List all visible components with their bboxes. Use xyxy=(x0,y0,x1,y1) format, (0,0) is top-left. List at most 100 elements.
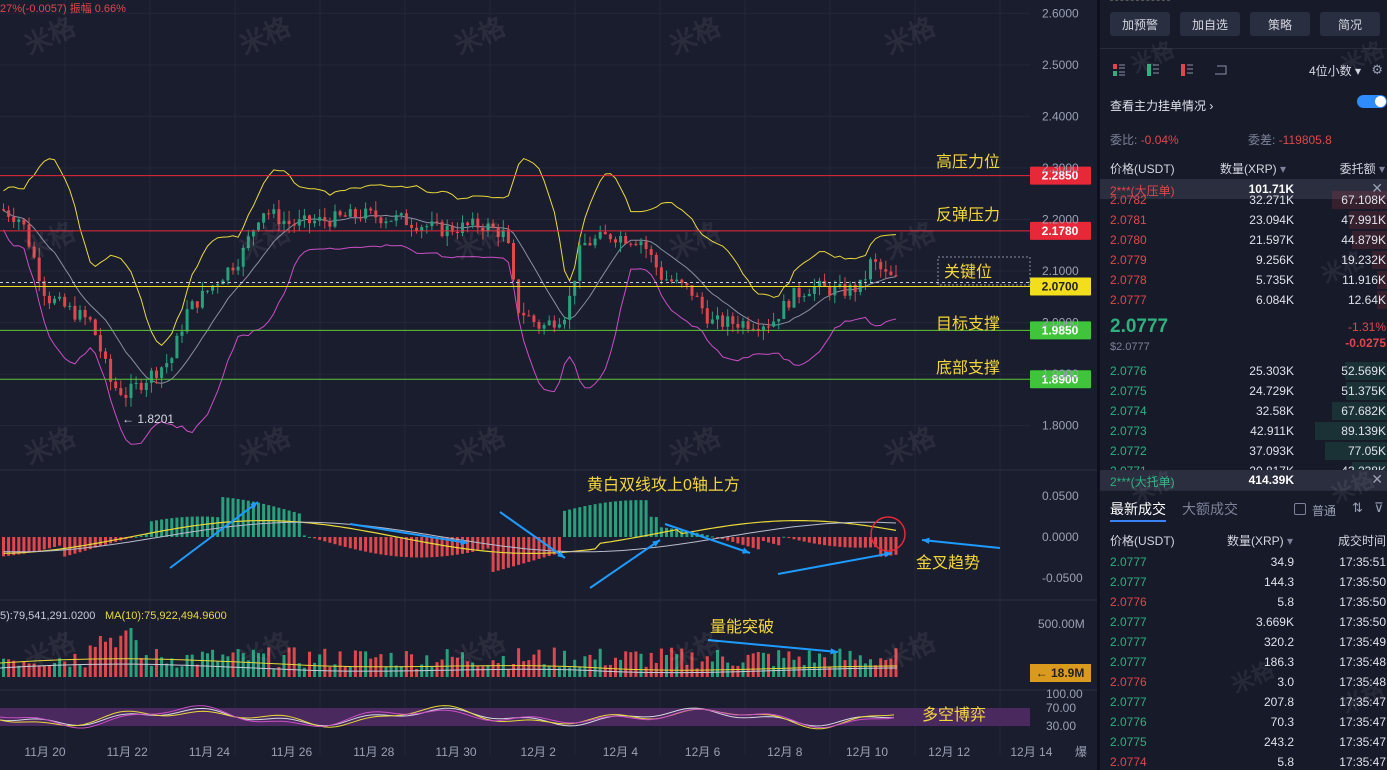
volume-bar xyxy=(828,666,832,677)
trade-row[interactable]: 2.0777 3.669K 17:35:50 xyxy=(1100,612,1387,632)
bid-row[interactable]: 2.0776 25.303K 52.569K xyxy=(1100,361,1387,381)
ask-row[interactable]: 2.0780 21.597K 44.879K xyxy=(1100,230,1387,250)
trade-row[interactable]: 2.0774 5.8 17:35:47 xyxy=(1100,752,1387,770)
trade-row[interactable]: 2.0777 186.3 17:35:48 xyxy=(1100,652,1387,672)
settings-icon[interactable]: ⚙ xyxy=(1371,62,1383,77)
volume-bar xyxy=(353,650,357,677)
ask-qty: 5.735K xyxy=(1255,273,1294,287)
bid-total: 77.05K xyxy=(1347,444,1386,458)
volume-bar xyxy=(323,648,327,677)
orderbook-trades-icon[interactable] xyxy=(1214,63,1228,77)
volume-bar xyxy=(573,659,577,677)
macd-bar xyxy=(889,537,893,556)
normal-checkbox[interactable] xyxy=(1294,503,1306,515)
trade-row[interactable]: 2.0777 34.9 17:35:51 xyxy=(1100,552,1387,572)
macd-bar xyxy=(797,537,801,541)
candle-body xyxy=(756,328,760,331)
bid-row[interactable]: 2.0773 42.911K 89.139K xyxy=(1100,421,1387,441)
macd-bar xyxy=(787,537,791,539)
volume-bar xyxy=(165,663,169,677)
macd-bar xyxy=(32,537,36,552)
main-orders-toggle[interactable] xyxy=(1357,95,1387,108)
macd-bar xyxy=(302,535,306,537)
trade-row[interactable]: 2.0776 70.3 17:35:47 xyxy=(1100,712,1387,732)
macd-bar xyxy=(353,537,357,550)
ob-header-qty[interactable]: 数量(XRP) ▾ xyxy=(1220,160,1286,177)
bid-row[interactable]: 2.0772 37.093K 77.05K xyxy=(1100,441,1387,461)
candle-body xyxy=(251,230,255,237)
kline-chart-panel[interactable]: 2.2850 2.1780 2.0700 1.9850 1.8900 5):79,541… xyxy=(0,0,1097,770)
volume-bar xyxy=(308,651,311,677)
ask-row[interactable]: 2.0779 9.256K 19.232K xyxy=(1100,250,1387,270)
close-icon[interactable]: ✕ xyxy=(1371,180,1383,196)
volume-bar xyxy=(818,653,821,677)
ask-row[interactable]: 2.0778 5.735K 11.916K xyxy=(1100,270,1387,290)
filter-icon[interactable]: ⊽ xyxy=(1374,500,1384,515)
trade-row[interactable]: 2.0775 243.2 17:35:47 xyxy=(1100,732,1387,752)
big-buy-order-row[interactable]: 2***(大托单) 414.39K ✕ xyxy=(1100,470,1387,490)
close-icon[interactable]: ✕ xyxy=(1371,471,1383,487)
trade-price: 2.0777 xyxy=(1110,575,1147,589)
candle-body xyxy=(542,325,546,329)
candle-body xyxy=(455,231,459,234)
decimal-select[interactable]: 4位小数 ▾ xyxy=(1309,62,1361,79)
volume-bar xyxy=(476,666,480,677)
bid-qty: 24.729K xyxy=(1249,384,1294,398)
candle-body xyxy=(746,321,750,329)
ask-row[interactable]: 2.0782 32.271K 67.108K xyxy=(1100,190,1387,210)
volume-bar xyxy=(338,651,342,677)
overview-button[interactable]: 简况 xyxy=(1320,12,1380,36)
sort-icon[interactable]: ⇅ xyxy=(1352,500,1363,515)
trade-row[interactable]: 2.0776 5.8 17:35:50 xyxy=(1100,592,1387,612)
macd-bar xyxy=(496,537,500,571)
trade-price: 2.0776 xyxy=(1110,715,1147,729)
macd-bar xyxy=(573,508,577,537)
volume-bar xyxy=(343,666,347,677)
macd-bar xyxy=(170,518,174,537)
tab-latest-trades[interactable]: 最新成交 xyxy=(1110,501,1166,517)
kline-chart-canvas[interactable]: 2.2850 2.1780 2.0700 1.9850 1.8900 5):79,541… xyxy=(0,0,1097,770)
volume-bar xyxy=(389,652,393,677)
watermark: 米格 xyxy=(450,626,511,676)
orderbook-asks-icon[interactable] xyxy=(1180,63,1194,77)
trades-header-qty[interactable]: 数量(XRP) ▾ xyxy=(1227,532,1293,549)
candle-body xyxy=(634,243,638,246)
macd-bar xyxy=(379,537,383,555)
watermark: 米格 xyxy=(880,421,941,471)
candle-body xyxy=(185,309,189,332)
add-alert-button[interactable]: 加预警 xyxy=(1110,12,1170,36)
trade-row[interactable]: 2.0777 320.2 17:35:49 xyxy=(1100,632,1387,652)
trade-row[interactable]: 2.0776 3.0 17:35:48 xyxy=(1100,672,1387,692)
tab-large-trades[interactable]: 大额成交 xyxy=(1182,501,1238,517)
ask-row[interactable]: 2.0777 6.084K 12.64K xyxy=(1100,290,1387,310)
bid-price: 2.0775 xyxy=(1110,384,1147,398)
big-sell-order-row[interactable]: 2***(大压单) 101.71K ✕ xyxy=(1100,179,1387,199)
trade-row[interactable]: 2.0777 207.8 17:35:47 xyxy=(1100,692,1387,712)
macd-bar xyxy=(644,500,648,537)
bid-row[interactable]: 2.0774 32.58K 67.682K xyxy=(1100,401,1387,421)
panel-divider[interactable] xyxy=(1097,0,1100,770)
candle-body xyxy=(695,295,699,297)
ask-row[interactable]: 2.0781 23.094K 47.991K xyxy=(1100,210,1387,230)
candle-body xyxy=(160,367,164,378)
bid-row[interactable]: 2.0775 24.729K 51.375K xyxy=(1100,381,1387,401)
macd-bar xyxy=(144,534,148,537)
volume-bar xyxy=(848,650,852,677)
candle-body xyxy=(226,267,230,281)
macd-axis-label: -0.0500 xyxy=(1042,571,1083,585)
chevron-down-icon: ▾ xyxy=(1378,162,1385,176)
candle-body xyxy=(129,383,133,398)
strategy-button[interactable]: 策略 xyxy=(1250,12,1310,36)
macd-bar xyxy=(639,500,643,537)
volume-bar xyxy=(292,647,296,677)
add-watchlist-button[interactable]: 加自选 xyxy=(1180,12,1240,36)
view-main-orders-row[interactable]: 查看主力挂单情况 › xyxy=(1110,95,1387,114)
orderbook-bids-icon[interactable] xyxy=(1146,63,1160,77)
candle-body xyxy=(512,243,515,280)
trade-row[interactable]: 2.0777 144.3 17:35:50 xyxy=(1100,572,1387,592)
ob-header-amount[interactable]: 委托额 ▾ xyxy=(1340,160,1385,177)
candle-body xyxy=(384,221,388,224)
orderbook-both-icon[interactable] xyxy=(1112,63,1126,77)
candle-body xyxy=(700,296,704,309)
date-axis-label: 12月 8 xyxy=(767,745,803,759)
